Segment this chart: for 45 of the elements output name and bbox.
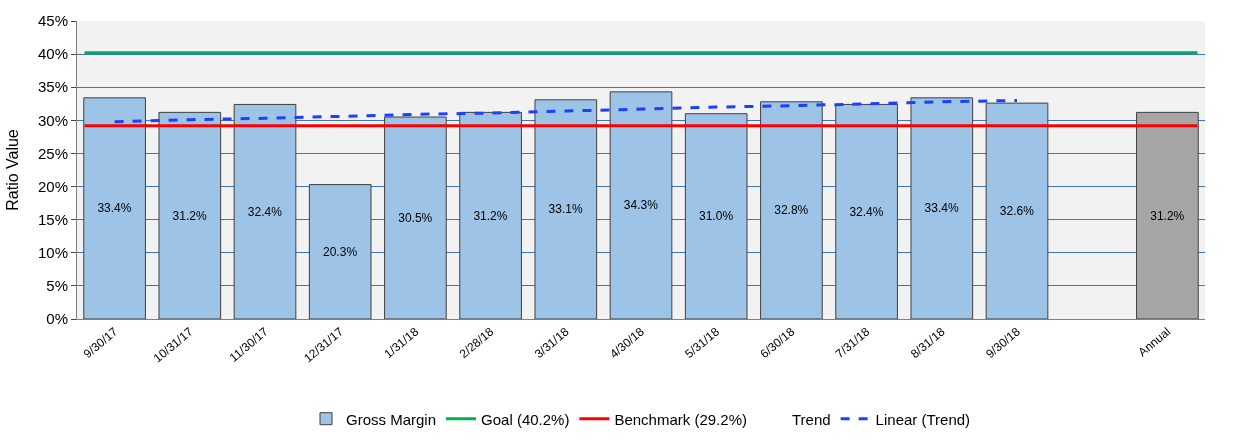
legend-label: Goal (40.2%)	[481, 410, 570, 428]
bar	[760, 101, 823, 319]
bar	[985, 102, 1049, 319]
y-tick-label: 5%	[46, 277, 68, 295]
y-tick-label: 30%	[37, 111, 68, 129]
data-label: 32.4%	[247, 204, 283, 219]
data-label: 31.2%	[1150, 208, 1185, 223]
data-label: 32.8%	[774, 203, 809, 218]
data-label: 31.2%	[473, 208, 508, 223]
bar	[233, 103, 297, 319]
y-tick-label: 35%	[37, 78, 68, 96]
data-label: 33.1%	[548, 202, 583, 217]
y-tick-label: 40%	[37, 45, 68, 63]
bar	[684, 113, 748, 319]
bar	[459, 111, 522, 319]
data-label: 34.3%	[623, 198, 659, 213]
line-series	[113, 98, 1019, 124]
legend-label: Linear (Trend)	[875, 410, 971, 428]
data-label: 33.4%	[97, 201, 132, 216]
data-label: 30.5%	[398, 211, 433, 226]
legend-label: Benchmark (29.2%)	[614, 410, 747, 428]
bar	[910, 97, 974, 319]
y-axis-title: Ratio Value	[3, 129, 21, 211]
bar	[384, 116, 447, 319]
bar	[1136, 111, 1199, 319]
text: Trend	[791, 410, 831, 428]
bar	[609, 91, 673, 319]
bar	[83, 97, 146, 319]
data-label: 31.0%	[699, 209, 734, 224]
bar	[534, 99, 598, 319]
legend-label: Gross Margin	[346, 410, 437, 428]
y-tick-label: 15%	[37, 210, 68, 228]
data-label: 32.6%	[999, 204, 1035, 219]
bar	[308, 184, 372, 319]
y-tick-label: 10%	[37, 244, 68, 262]
y-tick-label: 0%	[46, 310, 68, 328]
data-label: 32.4%	[849, 204, 884, 219]
data-label: 20.3%	[323, 244, 358, 259]
data-label: 33.4%	[924, 201, 959, 216]
y-tick-label: 45%	[37, 12, 68, 30]
bar	[158, 111, 222, 319]
bar	[835, 103, 898, 319]
data-label: 31.2%	[172, 208, 207, 223]
y-tick-label: 25%	[37, 144, 68, 162]
y-tick-label: 20%	[37, 177, 68, 195]
